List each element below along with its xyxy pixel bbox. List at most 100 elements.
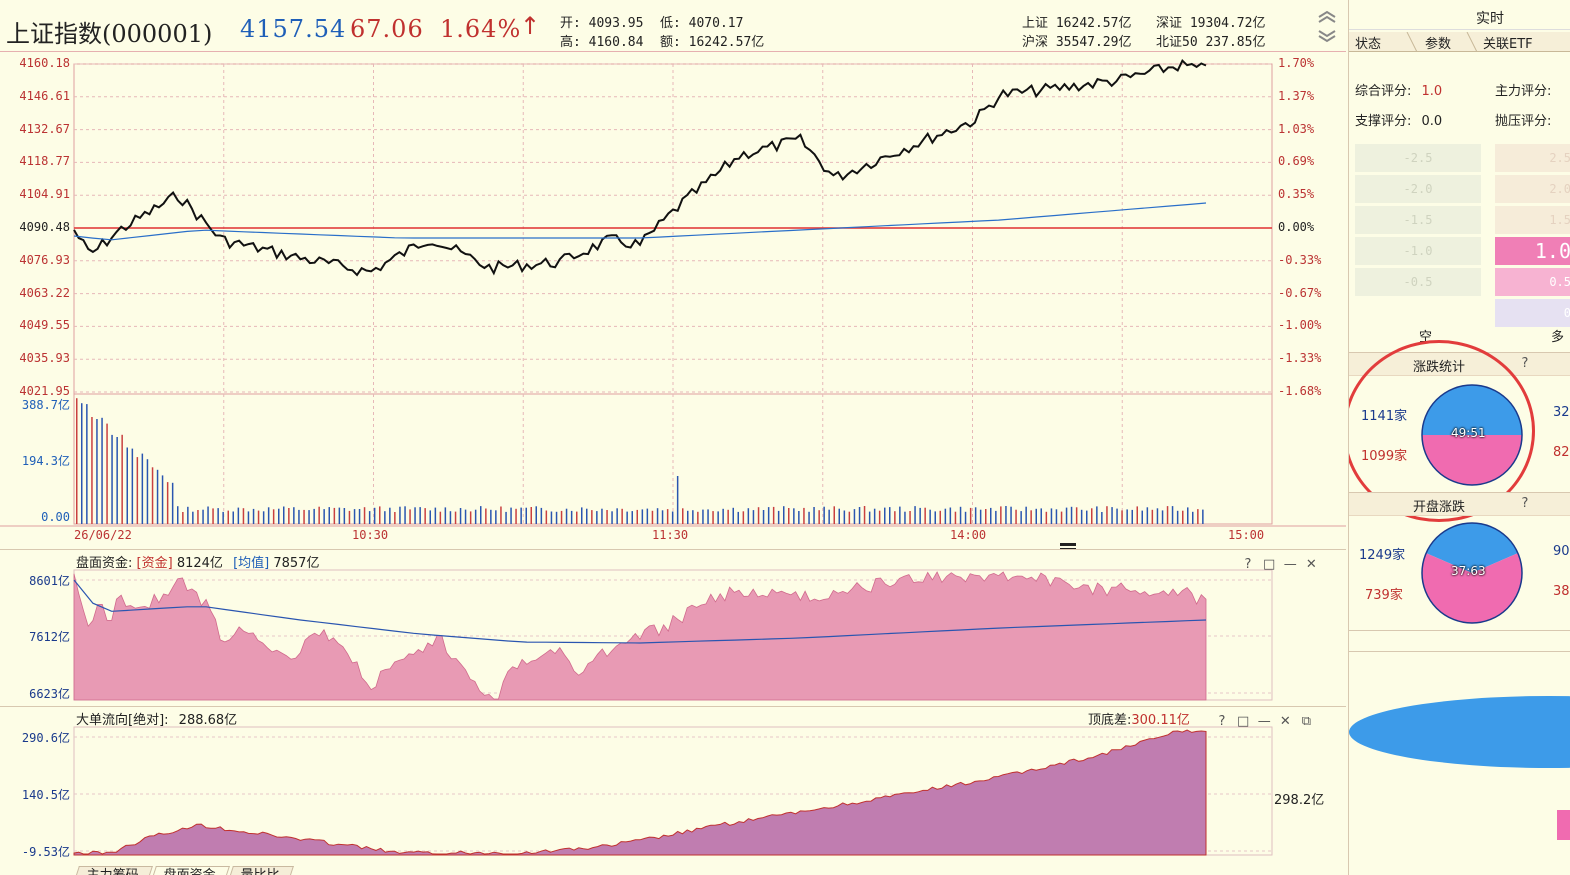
open-rise-fall-header: 开盘涨跌 ? bbox=[1349, 492, 1570, 516]
fund-tick: 7612亿 bbox=[29, 630, 70, 644]
avg-label: [均值] bbox=[233, 556, 270, 571]
bigorder-title: 大单流向[绝对]: bbox=[76, 713, 169, 728]
tab-label: 量比比 bbox=[241, 867, 280, 875]
price-tick: 4021.95 bbox=[19, 384, 70, 398]
market-hs: 沪深 35547.29亿 bbox=[1022, 31, 1131, 50]
minimize-icon[interactable]: — bbox=[1283, 557, 1297, 572]
pct-tick: 1.37% bbox=[1278, 88, 1315, 103]
bigorder-chart-canvas bbox=[73, 726, 1273, 856]
volume-tick: 0.00 bbox=[41, 510, 70, 524]
high-field: 高: 4160.84 bbox=[560, 31, 643, 50]
scale-cell-left: -0.5 bbox=[1355, 268, 1481, 296]
tab-label: 主力筹码 bbox=[87, 867, 139, 875]
pie-ratio: 37:63 bbox=[1451, 564, 1486, 578]
low-field: 低: 4070.17 bbox=[660, 12, 743, 31]
scale-highlight: 1.0 bbox=[1495, 237, 1570, 265]
minimize-icon[interactable]: — bbox=[1257, 714, 1271, 729]
sidebar-separator bbox=[1349, 630, 1570, 652]
scale-cell-right: 1.5 bbox=[1495, 206, 1570, 234]
diff-label: 顶底差: bbox=[1088, 713, 1132, 728]
high-value: 4160.84 bbox=[588, 35, 644, 50]
tab-status[interactable]: 状态 bbox=[1355, 37, 1382, 52]
fund-label: [资金] bbox=[136, 556, 173, 571]
open-field: 开: 4093.95 bbox=[560, 12, 643, 31]
tab-fund[interactable]: 盘面资金 bbox=[150, 866, 231, 875]
full-label: 多 bbox=[1551, 330, 1565, 345]
score-composite: 综合评分: 1.0 bbox=[1355, 80, 1442, 99]
price-tick: 4160.18 bbox=[19, 56, 70, 70]
pct-tick: -1.68% bbox=[1278, 384, 1322, 398]
fund-value: 8124亿 bbox=[176, 556, 223, 571]
tab-etf[interactable]: 关联ETF bbox=[1483, 37, 1533, 52]
bigorder-header: 大单流向[绝对]: 288.68亿 bbox=[76, 709, 237, 728]
help-icon[interactable]: ? bbox=[1244, 557, 1252, 572]
market-label: 深证 bbox=[1156, 16, 1183, 31]
help-icon[interactable]: ? bbox=[1218, 714, 1226, 729]
price-tick: 4104.91 bbox=[19, 187, 70, 202]
fund-panel-header: 盘面资金: [资金] 8124亿 [均值] 7857亿 bbox=[76, 552, 319, 571]
score-support: 支撑评分: 0.0 bbox=[1355, 110, 1442, 129]
score-label: 抛压评分: bbox=[1495, 114, 1552, 129]
pct-tick: 1.03% bbox=[1278, 121, 1315, 136]
right-sidebar: 实时 状态 参数 关联ETF 综合评分: 1.0 主力评分: 支撑评分: 0.0… bbox=[1348, 0, 1570, 875]
score-value: 0.0 bbox=[1421, 114, 1443, 129]
amount-label: 额: bbox=[660, 35, 681, 50]
index-price: 4157.54 bbox=[240, 15, 347, 43]
avg-value: 7857亿 bbox=[273, 556, 320, 571]
price-chart-canvas bbox=[0, 59, 1346, 527]
price-tick: 4063.22 bbox=[19, 285, 70, 300]
popout-icon[interactable]: ⧉ bbox=[1301, 714, 1312, 729]
drag-handle-icon[interactable] bbox=[1060, 536, 1076, 550]
market-value: 16242.57亿 bbox=[1055, 16, 1132, 31]
intraday-chart: 4160.18 4146.61 4132.67 4118.77 4104.91 4090.… bbox=[0, 52, 1346, 550]
rise-count-right: 32 bbox=[1553, 405, 1570, 420]
bigorder-panel-controls: ? □ — ✕ ⧉ bbox=[1214, 710, 1314, 729]
realtime-header: 实时 bbox=[1349, 8, 1570, 30]
fund-panel-controls: ? □ — ✕ bbox=[1240, 553, 1319, 572]
time-tick: 11:30 bbox=[652, 528, 689, 542]
close-icon[interactable]: ✕ bbox=[1279, 714, 1291, 729]
fund-panel-title: 盘面资金: bbox=[76, 556, 133, 571]
pink-block bbox=[1557, 810, 1570, 840]
tab-params[interactable]: 参数 bbox=[1425, 37, 1452, 52]
help-icon[interactable]: ? bbox=[1521, 356, 1529, 371]
collapse-down-icon[interactable] bbox=[1316, 28, 1338, 43]
fund-tick: 6623亿 bbox=[29, 687, 70, 701]
scale-cell-left: -1.5 bbox=[1355, 206, 1481, 234]
high-label: 高: bbox=[560, 35, 581, 50]
scale-cell-right: 2.0 bbox=[1495, 175, 1570, 203]
quote-header: 上证指数(000001) 4157.54 67.06 1.64% ↑ 开: 40… bbox=[0, 0, 1346, 52]
open-rise-count-right: 90 bbox=[1553, 544, 1570, 559]
maximize-icon[interactable]: □ bbox=[1262, 557, 1276, 572]
open-rise-fall-title: 开盘涨跌 bbox=[1413, 500, 1466, 515]
amount-value: 16242.57亿 bbox=[688, 35, 765, 50]
open-label: 开: bbox=[560, 16, 581, 31]
open-fall-count-right: 38 bbox=[1553, 584, 1570, 599]
market-value: 19304.72亿 bbox=[1189, 16, 1266, 31]
help-icon[interactable]: ? bbox=[1521, 496, 1529, 511]
low-label: 低: bbox=[660, 16, 681, 31]
index-change-pct: 1.64% bbox=[440, 15, 522, 43]
pct-tick: 1.70% bbox=[1278, 56, 1315, 70]
maximize-icon[interactable]: □ bbox=[1236, 714, 1250, 729]
bigorder-tick: 290.6亿 bbox=[21, 731, 70, 745]
bigorder-tick: -9.53亿 bbox=[21, 845, 70, 859]
score-label: 支撑评分: bbox=[1355, 114, 1412, 129]
open-rise-count: 1249家 bbox=[1359, 548, 1406, 563]
price-tick: 4118.77 bbox=[19, 154, 70, 169]
time-tick: 26/06/22 bbox=[74, 528, 132, 542]
diff-value: 300.11亿 bbox=[1131, 713, 1190, 728]
fund-panel: 盘面资金: [资金] 8124亿 [均值] 7857亿 8601亿 7612亿 66… bbox=[0, 549, 1346, 706]
time-tick: 14:00 bbox=[950, 528, 987, 542]
collapse-up-icon[interactable] bbox=[1316, 8, 1338, 23]
pie-slice-down bbox=[1422, 553, 1522, 623]
time-tick: 15:00 bbox=[1228, 528, 1265, 542]
diff-field: 顶底差:300.11亿 bbox=[1088, 709, 1190, 728]
close-icon[interactable]: ✕ bbox=[1305, 557, 1317, 572]
market-value: 35547.29亿 bbox=[1055, 35, 1132, 50]
scale-cell-left: -2.5 bbox=[1355, 144, 1481, 172]
tab-ratio[interactable]: 量比比 bbox=[227, 866, 295, 875]
market-label: 北证50 bbox=[1156, 35, 1198, 50]
tab-main-chips[interactable]: 主力筹码 bbox=[73, 866, 153, 875]
volume-tick: 194.3亿 bbox=[21, 454, 70, 468]
